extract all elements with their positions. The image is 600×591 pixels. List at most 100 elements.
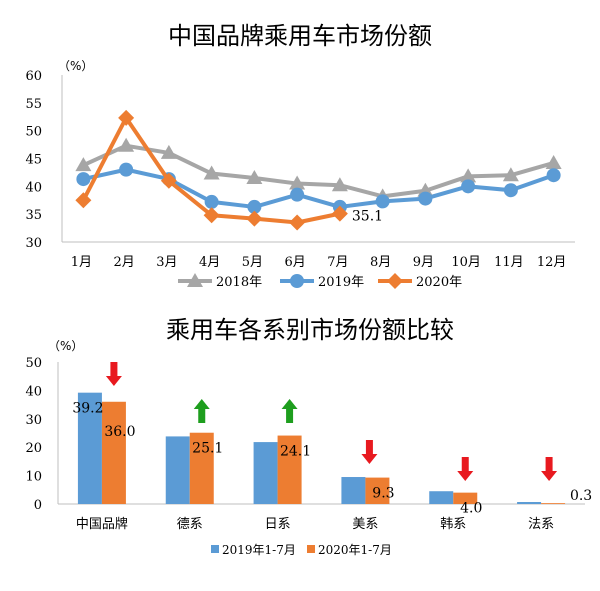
data-point xyxy=(546,168,561,183)
data-point xyxy=(502,167,519,182)
y-tick-label: 10 xyxy=(25,470,42,485)
legend-marker xyxy=(387,273,403,289)
up-arrow-icon xyxy=(281,399,298,423)
bar-2020年1-7月 xyxy=(189,432,214,504)
up-arrow-icon xyxy=(193,399,210,423)
x-tick-label: 美系 xyxy=(352,517,378,532)
bar-chart: 乘用车各系别市场份额比较 （%） 0 10 20 30 40 50 中国品牌 德系 日系 美系 韩系… xyxy=(25,316,592,557)
y-tick-label: 40 xyxy=(25,180,42,195)
series-line-2018年 xyxy=(82,143,555,199)
x-tick-label: 2月 xyxy=(113,255,134,270)
data-point xyxy=(289,175,306,190)
x-tick-label: 法系 xyxy=(528,517,554,532)
data-point xyxy=(247,199,262,214)
x-tick-label: 中国品牌 xyxy=(76,516,128,532)
bar-2019年1-7月 xyxy=(77,392,102,504)
bar-2020年1-7月 xyxy=(453,492,478,504)
data-point xyxy=(119,162,134,177)
legend-entry: 2019年1-7月 xyxy=(222,543,296,557)
data-label: 25.1 xyxy=(192,441,223,457)
data-point xyxy=(545,154,562,169)
data-point xyxy=(75,192,92,209)
y-tick-label: 30 xyxy=(25,236,42,251)
legend-entry: 2018年 xyxy=(216,275,262,290)
bar-2020年1-7月 xyxy=(101,401,126,504)
y-axis-unit: （%） xyxy=(58,59,93,73)
x-tick-label: 3月 xyxy=(156,255,177,270)
data-label: 35.1 xyxy=(352,209,383,225)
y-tick-label: 40 xyxy=(25,384,42,399)
down-arrow-icon xyxy=(105,362,122,386)
y-tick-label: 50 xyxy=(25,356,42,371)
x-tick-label: 8月 xyxy=(370,255,391,270)
data-point xyxy=(75,157,92,172)
legend-entry: 2019年 xyxy=(318,275,364,290)
x-tick-label: 9月 xyxy=(413,255,434,270)
data-point xyxy=(331,177,348,192)
x-tick-label: 德系 xyxy=(177,517,203,532)
bar-2020年1-7月 xyxy=(365,477,390,504)
data-point xyxy=(331,205,348,222)
y-tick-label: 50 xyxy=(25,125,42,140)
data-point xyxy=(160,172,177,189)
x-tick-label: 6月 xyxy=(284,255,305,270)
x-tick-label: 4月 xyxy=(199,255,220,270)
legend-swatch xyxy=(307,545,315,553)
down-arrow-icon xyxy=(541,457,558,481)
chart-title: 乘用车各系别市场份额比较 xyxy=(166,316,454,344)
bar-2019年1-7月 xyxy=(165,436,190,504)
data-label: 9.3 xyxy=(372,486,394,502)
y-tick-label: 30 xyxy=(25,413,42,428)
data-label: 24.1 xyxy=(280,444,311,460)
data-point xyxy=(203,207,220,224)
y-tick-label: 20 xyxy=(25,441,42,456)
y-tick-label: 0 xyxy=(34,498,42,513)
legend-entry: 2020年1-7月 xyxy=(318,543,392,557)
bar-2020年1-7月 xyxy=(277,435,302,504)
chart-title: 中国品牌乘用车市场份额 xyxy=(168,22,432,50)
data-point xyxy=(418,191,433,206)
data-label: 0.3 xyxy=(570,488,592,504)
bar-2019年1-7月 xyxy=(429,491,454,504)
bar-2020年1-7月 xyxy=(541,503,566,504)
y-tick-label: 60 xyxy=(25,69,42,84)
y-tick-label: 35 xyxy=(25,208,42,223)
y-tick-label: 55 xyxy=(25,97,42,112)
x-tick-label: 韩系 xyxy=(440,517,466,532)
down-arrow-icon xyxy=(361,440,378,464)
data-point xyxy=(290,187,305,202)
data-point xyxy=(160,144,177,159)
data-label: 39.2 xyxy=(72,401,103,417)
data-point xyxy=(118,137,135,152)
x-tick-label: 7月 xyxy=(327,255,348,270)
data-point xyxy=(375,194,390,209)
y-tick-label: 45 xyxy=(25,153,42,168)
data-point xyxy=(503,183,518,198)
x-tick-label: 12月 xyxy=(537,255,567,270)
legend-swatch xyxy=(211,545,219,553)
bar-2019年1-7月 xyxy=(253,442,278,504)
data-point xyxy=(76,172,91,187)
data-point xyxy=(118,109,135,126)
y-axis-unit: （%） xyxy=(48,339,83,353)
bar-2019年1-7月 xyxy=(341,477,366,504)
legend-entry: 2020年 xyxy=(416,275,462,290)
x-tick-label: 5月 xyxy=(242,255,263,270)
data-point xyxy=(246,169,263,184)
legend-marker xyxy=(290,274,304,288)
x-tick-label: 11月 xyxy=(494,255,524,270)
bar-2019年1-7月 xyxy=(517,502,542,504)
down-arrow-icon xyxy=(457,457,474,481)
data-point xyxy=(461,179,476,194)
data-point xyxy=(204,194,219,209)
x-tick-label: 10月 xyxy=(451,255,481,270)
data-label: 4.0 xyxy=(460,501,482,517)
legend-marker xyxy=(187,273,203,287)
series-line-2019年 xyxy=(82,167,555,209)
line-chart: 中国品牌乘用车市场份额 （%） 30 35 40 45 50 55 60 1月 2月 3月 4月 5月… xyxy=(25,22,575,290)
data-point xyxy=(289,214,306,231)
data-point xyxy=(460,168,477,183)
data-point xyxy=(203,165,220,180)
data-point xyxy=(246,210,263,227)
